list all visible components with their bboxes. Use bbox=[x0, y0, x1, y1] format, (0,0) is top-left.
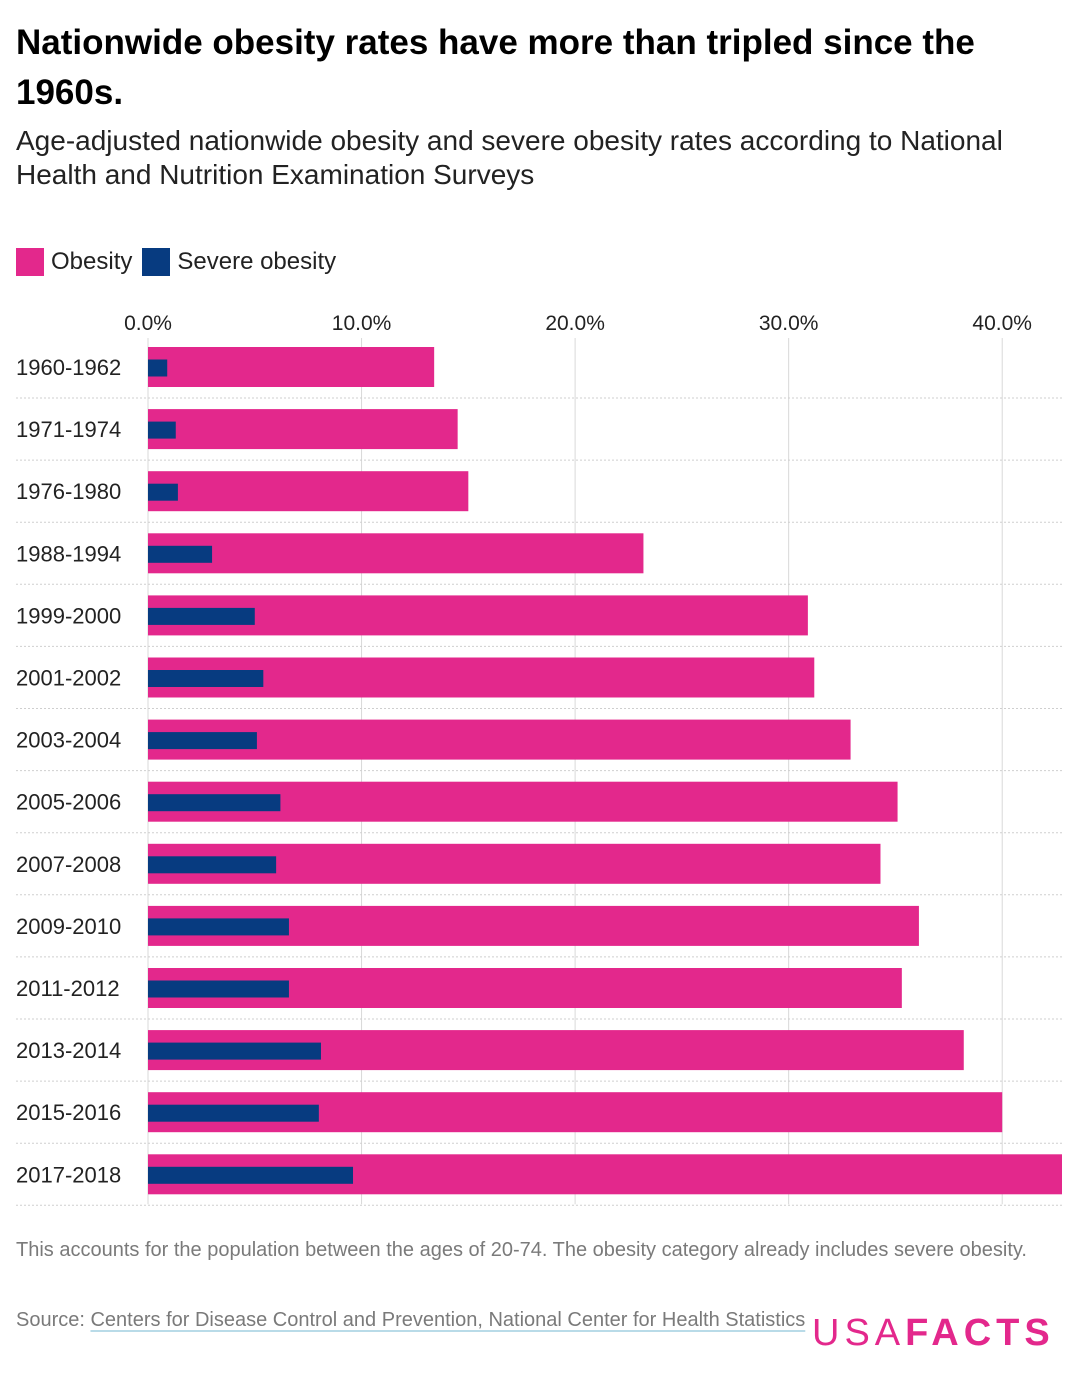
x-tick-label: 40.0% bbox=[972, 312, 1032, 335]
y-tick-label: 2015-2016 bbox=[16, 1100, 121, 1125]
x-tick-label: 0.0% bbox=[124, 312, 172, 335]
bar-severe-obesity bbox=[148, 421, 176, 439]
y-tick-label: 1999-2000 bbox=[16, 603, 121, 628]
source-link[interactable]: Centers for Disease Control and Preventi… bbox=[90, 1309, 806, 1331]
bar-severe-obesity bbox=[148, 1042, 321, 1060]
bar-obesity bbox=[148, 595, 808, 636]
x-tick-label: 20.0% bbox=[545, 312, 605, 335]
bar-severe-obesity bbox=[148, 607, 255, 625]
y-tick-label: 2013-2014 bbox=[16, 1038, 121, 1063]
y-tick-label: 1988-1994 bbox=[16, 541, 121, 566]
bar-obesity bbox=[148, 533, 644, 574]
bar-obesity bbox=[148, 347, 435, 387]
y-tick-label: 2003-2004 bbox=[16, 728, 121, 753]
logo-part-facts: FACTS bbox=[905, 1312, 1055, 1354]
chart-subtitle: Age-adjusted nationwide obesity and seve… bbox=[16, 125, 1003, 190]
source-line: Source: Centers for Disease Control and … bbox=[16, 1306, 806, 1335]
y-tick-label: 1971-1974 bbox=[16, 417, 121, 442]
bar-severe-obesity bbox=[148, 918, 289, 936]
bar-severe-obesity bbox=[148, 359, 168, 377]
legend-swatch-severe-obesity bbox=[142, 248, 171, 276]
bar-severe-obesity bbox=[148, 980, 289, 998]
bar-chart: 0.0% 10.0% 20.0% 30.0% 40.0% 1960-1962 1971-19… bbox=[16, 312, 1062, 1206]
y-tick-label: 2009-2010 bbox=[16, 914, 121, 939]
y-tick-label: 1976-1980 bbox=[16, 479, 121, 504]
bar-severe-obesity bbox=[148, 1166, 354, 1184]
bar-severe-obesity bbox=[148, 483, 178, 501]
x-tick-label: 30.0% bbox=[759, 312, 819, 335]
legend-item-obesity: Obesity bbox=[16, 248, 132, 276]
source-prefix: Source: bbox=[16, 1309, 91, 1331]
bar-severe-obesity bbox=[148, 856, 277, 874]
legend-item-severe-obesity: Severe obesity bbox=[142, 248, 336, 276]
bar-obesity bbox=[148, 719, 851, 760]
y-tick-label: 2007-2008 bbox=[16, 852, 121, 877]
logo-part-usa: USA bbox=[812, 1312, 906, 1354]
y-tick-label: 1960-1962 bbox=[16, 355, 121, 380]
bar-obesity bbox=[148, 409, 458, 450]
chart-note: This accounts for the population between… bbox=[16, 1239, 1027, 1261]
y-tick-label: 2005-2006 bbox=[16, 790, 121, 815]
legend-label-obesity: Obesity bbox=[51, 248, 133, 275]
y-tick-label: 2017-2018 bbox=[16, 1162, 121, 1187]
x-tick-label: 10.0% bbox=[332, 312, 392, 335]
bar-severe-obesity bbox=[148, 1104, 319, 1122]
chart-legend: Obesity Severe obesity bbox=[16, 248, 346, 276]
legend-label-severe-obesity: Severe obesity bbox=[177, 248, 337, 275]
bar-obesity bbox=[148, 471, 469, 512]
y-tick-label: 2001-2002 bbox=[16, 666, 121, 691]
usafacts-logo: USAFACTS bbox=[812, 1312, 1055, 1355]
bar-severe-obesity bbox=[148, 545, 213, 563]
bar-severe-obesity bbox=[148, 794, 281, 812]
legend-swatch-obesity bbox=[16, 248, 44, 276]
bar-severe-obesity bbox=[148, 670, 264, 687]
y-tick-label: 2011-2012 bbox=[16, 976, 120, 1001]
chart-title: Nationwide obesity rates have more than … bbox=[16, 23, 975, 112]
bar-severe-obesity bbox=[148, 732, 257, 750]
